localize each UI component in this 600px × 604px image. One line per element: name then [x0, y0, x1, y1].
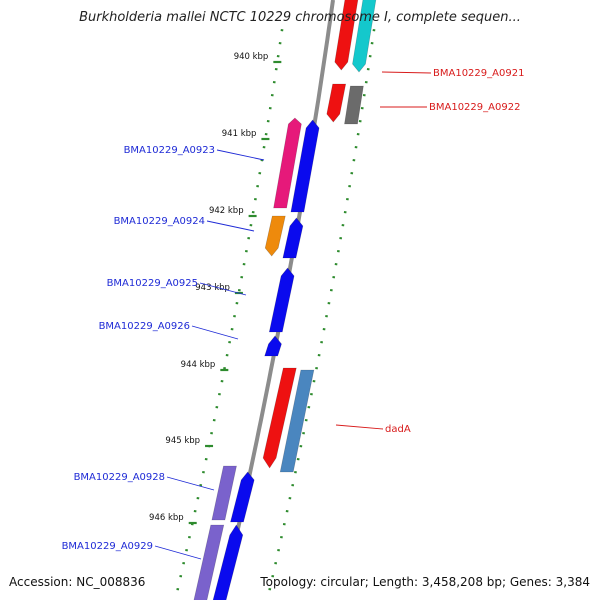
gene-A0922-glyph-grey: [345, 86, 364, 124]
gene-label: BMA10229_A0929: [62, 541, 153, 552]
gene-label: BMA10229_A0923: [124, 145, 215, 156]
accession-text: Accession: NC_008836: [9, 575, 145, 589]
label-leader-line: [167, 477, 214, 490]
scale-label: 945 kbp: [165, 436, 200, 446]
scale-label: 941 kbp: [222, 129, 257, 139]
gene-label: dadA: [385, 424, 411, 435]
gene-label: BMA10229_A0921: [433, 68, 524, 79]
label-leader-line: [207, 221, 254, 231]
scale-label: 946 kbp: [149, 513, 184, 523]
label-leader-line: [217, 150, 264, 160]
topology-text: Topology: circular; Length: 3,458,208 bp…: [260, 575, 590, 589]
gene-label: BMA10229_A0928: [74, 472, 165, 483]
gene-A0922-glyph-red: [327, 84, 346, 122]
gene-label: BMA10229_A0924: [114, 216, 205, 227]
scale-label: 943 kbp: [195, 283, 230, 293]
gene-label: BMA10229_A0922: [429, 102, 520, 113]
gene-A0928-glyph-blue: [231, 472, 255, 522]
label-leader-line: [382, 72, 431, 73]
label-leader-line: [336, 425, 383, 429]
gene-label: BMA10229_A0926: [99, 321, 190, 332]
gene-A0926-glyph: [265, 336, 282, 356]
label-leader-line: [192, 326, 238, 339]
scale-label: 944 kbp: [181, 360, 216, 370]
scale-label: 942 kbp: [209, 206, 244, 216]
gene-features: [193, 0, 377, 600]
scale-label: 940 kbp: [234, 52, 269, 62]
gene-A0925-glyph: [269, 268, 294, 332]
gene-A0924-glyph-blue: [283, 218, 303, 258]
map-title: Burkholderia mallei NCTC 10229 chromosom…: [0, 10, 600, 25]
gene-A0924-glyph-orange: [265, 216, 285, 256]
gene-label: BMA10229_A0925: [107, 278, 198, 289]
label-leader-line: [155, 546, 201, 559]
